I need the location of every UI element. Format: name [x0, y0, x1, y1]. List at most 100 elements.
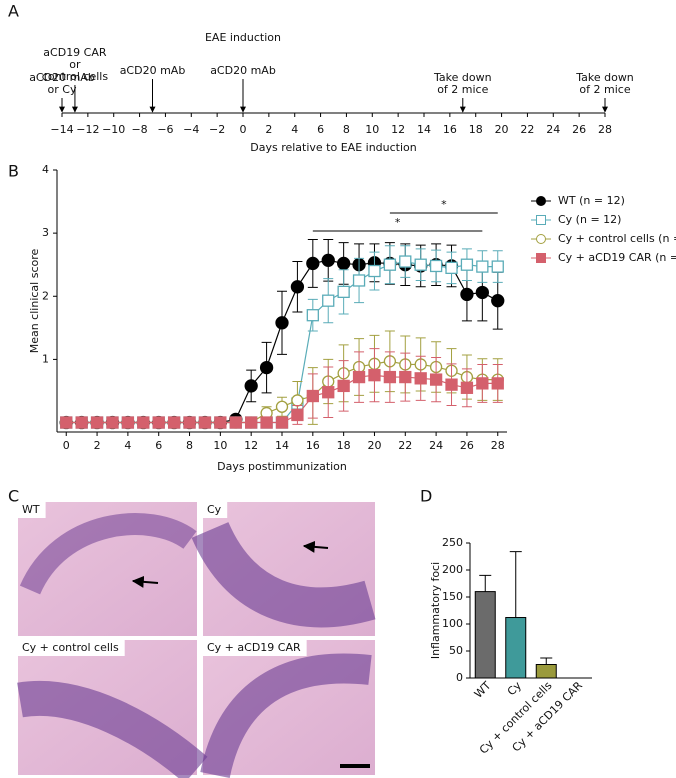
label-background: [18, 502, 46, 518]
marker: [399, 255, 412, 268]
marker: [383, 258, 397, 271]
x-tick-label: 6: [155, 439, 162, 452]
marker: [183, 416, 196, 429]
x-tick-label: WT: [472, 679, 494, 701]
marker: [306, 256, 320, 271]
legend-marker: [536, 215, 546, 225]
marker: [306, 389, 319, 403]
marker: [368, 264, 381, 278]
histology-panels: [17, 502, 376, 778]
marker: [229, 416, 242, 429]
legend-label: Cy (n = 12): [558, 213, 621, 226]
marker: [445, 261, 458, 275]
error-bar: [540, 657, 553, 665]
axis-title: Inflammatory foci: [429, 562, 442, 659]
x-tick-label: 28: [598, 123, 612, 136]
x-tick-label: 8: [186, 439, 193, 452]
arrow: [302, 540, 329, 553]
marker: [198, 416, 212, 429]
legend-marker: [536, 253, 546, 263]
marker: [491, 377, 504, 390]
bar: [535, 664, 557, 679]
x-tick-label: 2: [94, 439, 101, 452]
x-tick-label: 10: [365, 123, 379, 136]
marker: [460, 381, 474, 394]
marker: [414, 258, 427, 271]
axis-title: Days postimmunization: [217, 460, 347, 473]
marker: [90, 416, 104, 429]
marker: [214, 416, 227, 429]
annotation: Take down: [433, 71, 492, 84]
marker: [460, 287, 474, 302]
x-tick-label: 4: [124, 439, 131, 452]
annotation: or Cy: [48, 83, 77, 96]
x-tick-label: 8: [343, 123, 350, 136]
image-label: Cy + control cells: [22, 641, 119, 654]
x-tick-label: 14: [417, 123, 431, 136]
image-label: Cy: [207, 503, 222, 516]
y-tick-label: 4: [42, 163, 49, 176]
x-tick-label: 24: [546, 123, 560, 136]
marker: [275, 316, 289, 330]
annotation: aCD20 mAb: [210, 64, 276, 77]
marker: [275, 400, 289, 413]
marker: [368, 369, 381, 382]
significance-star: *: [395, 216, 401, 229]
legend-label: Cy + control cells (n = 9): [558, 232, 676, 245]
significance-star: *: [441, 198, 447, 211]
x-tick-label: −4: [183, 123, 199, 136]
annotation: Take down: [575, 71, 634, 84]
tissue-band: [191, 521, 376, 628]
x-tick-label: 22: [520, 123, 534, 136]
x-tick-label: 28: [491, 439, 505, 452]
annotation: or: [69, 58, 81, 71]
x-tick-label: −2: [209, 123, 225, 136]
x-tick-label: 4: [291, 123, 298, 136]
legend-label: Cy + aCD19 CAR (n = 11): [558, 251, 676, 264]
x-tick-label: 24: [429, 439, 443, 452]
marker: [259, 360, 274, 375]
marker: [321, 253, 335, 267]
marker: [491, 294, 505, 308]
marker: [322, 294, 335, 307]
x-tick-label: 0: [240, 123, 247, 136]
x-tick-label: 2: [265, 123, 272, 136]
marker: [336, 256, 351, 271]
x-tick-label: 10: [213, 439, 227, 452]
marker: [152, 416, 165, 429]
x-tick-label: −12: [76, 123, 99, 136]
marker: [352, 274, 366, 287]
x-tick-label: 12: [244, 439, 258, 452]
marker: [291, 408, 304, 422]
y-tick-label: 1: [42, 352, 49, 365]
tissue-band: [19, 513, 197, 595]
marker: [244, 379, 258, 393]
marker: [306, 309, 319, 322]
x-tick-label: 12: [391, 123, 405, 136]
marker: [275, 416, 289, 429]
marker: [460, 258, 474, 271]
x-tick-label: 14: [275, 439, 289, 452]
marker: [121, 416, 135, 429]
marker: [137, 416, 150, 429]
tissue-band: [200, 653, 372, 778]
tissue-band: [17, 681, 208, 778]
x-tick-label: −6: [157, 123, 173, 136]
marker: [322, 386, 335, 399]
y-tick-label: 250: [442, 536, 463, 549]
x-tick-label: 26: [572, 123, 586, 136]
x-tick-label: −8: [131, 123, 147, 136]
marker: [429, 259, 443, 273]
event-label: EAE induction: [205, 31, 281, 44]
annotation: of 2 mice: [437, 83, 488, 96]
y-tick-label: 150: [442, 590, 463, 603]
marker: [260, 416, 273, 429]
marker: [75, 416, 88, 429]
image-label: WT: [22, 503, 40, 516]
bar: [505, 617, 527, 679]
x-tick-label: 22: [398, 439, 412, 452]
legend-marker: [536, 196, 546, 206]
x-tick-label: Cy: [505, 679, 525, 699]
marker: [167, 416, 181, 429]
